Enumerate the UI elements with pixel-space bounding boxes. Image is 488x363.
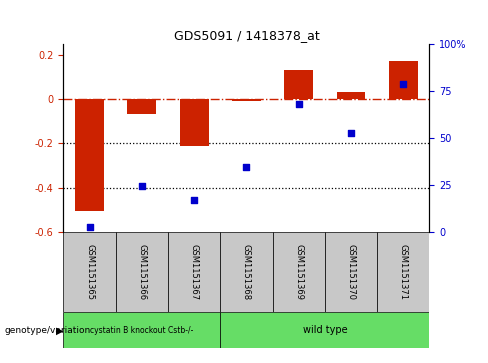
Bar — [232, 99, 261, 101]
Text: GSM1151365: GSM1151365 — [85, 244, 94, 300]
Bar — [127, 99, 156, 114]
Bar — [389, 61, 418, 99]
Bar — [180, 99, 208, 146]
Bar — [273, 232, 325, 312]
Text: genotype/variation: genotype/variation — [5, 326, 91, 335]
Point — [399, 81, 407, 86]
Bar — [168, 232, 220, 312]
Text: GSM1151366: GSM1151366 — [137, 244, 146, 300]
Bar — [116, 232, 168, 312]
Bar — [377, 232, 429, 312]
Text: cystatin B knockout Cstb-/-: cystatin B knockout Cstb-/- — [90, 326, 194, 335]
Point — [190, 197, 198, 203]
Bar — [75, 99, 104, 211]
Text: GSM1151367: GSM1151367 — [190, 244, 199, 300]
Title: GDS5091 / 1418378_at: GDS5091 / 1418378_at — [174, 29, 319, 42]
Point — [347, 131, 355, 136]
Bar — [337, 93, 366, 99]
Point — [86, 224, 94, 230]
Text: GSM1151369: GSM1151369 — [294, 244, 303, 300]
Bar — [220, 312, 429, 348]
Text: GSM1151368: GSM1151368 — [242, 244, 251, 300]
Bar — [325, 232, 377, 312]
Text: wild type: wild type — [303, 325, 347, 335]
Text: GSM1151371: GSM1151371 — [399, 244, 408, 300]
Bar — [63, 312, 220, 348]
Text: ▶: ▶ — [56, 325, 63, 335]
Bar — [63, 232, 116, 312]
Bar — [285, 70, 313, 99]
Bar — [220, 232, 273, 312]
Text: GSM1151370: GSM1151370 — [346, 244, 356, 300]
Point — [295, 101, 303, 106]
Point — [243, 164, 250, 170]
Point — [138, 183, 146, 189]
